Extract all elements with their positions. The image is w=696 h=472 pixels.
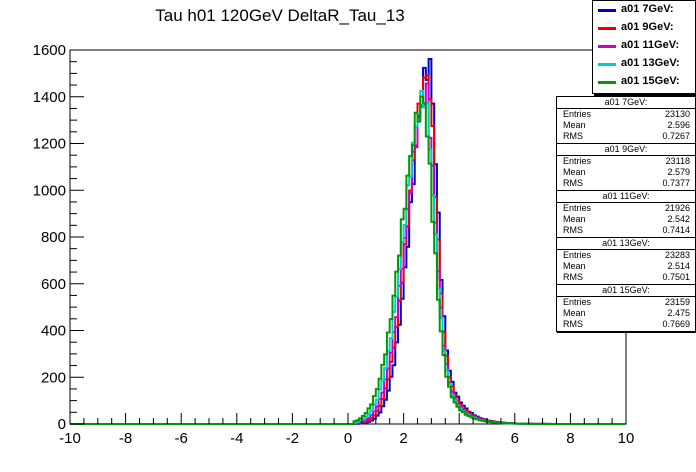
stats-title: a01 9GeV:: [557, 144, 695, 156]
stats-key: RMS: [563, 225, 583, 235]
stats-title: a01 13GeV:: [557, 238, 695, 250]
stats-value: 0.7501: [662, 272, 690, 282]
stats-key: Mean: [563, 167, 586, 177]
series-line-a01-13gev: [70, 89, 626, 425]
legend-entry: a01 13GeV:: [593, 56, 695, 74]
legend-swatch: [598, 27, 616, 30]
plot-frame: [69, 49, 627, 425]
x-tick-label: 4: [455, 430, 463, 447]
legend-label: a01 11GeV:: [621, 39, 680, 51]
x-tick-label: 2: [399, 430, 407, 447]
axis-layer: -10 -8 -6 -4 -2 0 2 4 6 8 10 0 200 400 600 800 1000 1200 1…: [33, 42, 635, 447]
stats-title: a01 15GeV:: [557, 285, 695, 297]
stats-value: 0.7669: [662, 319, 690, 329]
stats-key: Mean: [563, 261, 586, 271]
legend-swatch: [598, 9, 616, 12]
legend-swatch: [598, 81, 616, 84]
stats-key: Mean: [563, 308, 586, 318]
stats-box: a01 7GeV: Entries 23130 Mean 2.596 RMS 0.7267: [556, 96, 696, 144]
stats-value: 0.7377: [662, 178, 690, 188]
legend-swatch: [598, 63, 616, 66]
stats-title: a01 7GeV:: [557, 97, 695, 109]
stats-key: RMS: [563, 272, 583, 282]
stats-box: a01 13GeV: Entries 23283 Mean 2.514 RMS 0.7501: [556, 237, 696, 285]
x-tick-label: -10: [59, 430, 81, 447]
y-tick-label: 800: [41, 229, 66, 246]
stats-box: a01 9GeV: Entries 23118 Mean 2.579 RMS 0.7377: [556, 143, 696, 191]
series-line-a01-7gev: [70, 58, 626, 425]
y-tick-label: 600: [41, 276, 66, 293]
stats-key: Entries: [563, 156, 592, 166]
legend: a01 7GeV: a01 9GeV: a01 11GeV: a01 13GeV: a0…: [592, 0, 696, 94]
stats-value: 0.7414: [662, 225, 690, 235]
x-tick-label: -2: [286, 430, 299, 447]
series-line-a01-15gev: [70, 95, 626, 425]
legend-label: a01 13GeV:: [621, 57, 680, 69]
stats-value: 2.475: [667, 308, 690, 318]
stats-key: Entries: [563, 109, 592, 119]
stats-value: 2.514: [667, 261, 690, 271]
legend-entry: a01 11GeV:: [593, 38, 695, 56]
x-tick-label: -8: [119, 430, 132, 447]
x-tick-label: 8: [566, 430, 574, 447]
legend-entry: a01 15GeV:: [593, 74, 695, 92]
x-tick-label: -6: [175, 430, 188, 447]
x-tick-label: 10: [618, 430, 635, 447]
stats-value: 23130: [664, 109, 690, 119]
legend-label: a01 15GeV:: [621, 75, 680, 87]
stats-value: 2.579: [667, 167, 690, 177]
chart-title: Tau h01 120GeV DeltaR_Tau_13: [155, 6, 405, 25]
stats-value: 2.596: [667, 120, 690, 130]
stats-key: RMS: [563, 319, 583, 329]
y-tick-label: 1400: [33, 89, 66, 106]
x-tick-label: -4: [230, 430, 243, 447]
legend-label: a01 9GeV:: [621, 21, 674, 33]
y-tick-label: 1600: [33, 42, 66, 59]
stats-box: a01 15GeV: Entries 23159 Mean 2.475 RMS 0.7669: [556, 284, 696, 332]
stats-box: a01 11GeV: Entries 21926 Mean 2.542 RMS 0.7414: [556, 190, 696, 238]
legend-entry: a01 9GeV:: [593, 20, 695, 38]
series-layer: [70, 58, 626, 425]
stats-value: 2.542: [667, 214, 690, 224]
x-tick-label: 6: [511, 430, 519, 447]
stats-key: Entries: [563, 203, 592, 213]
x-tick-label: 0: [344, 430, 352, 447]
stats-value: 23159: [664, 297, 690, 307]
legend-label: a01 7GeV:: [621, 3, 674, 15]
stats-key: RMS: [563, 131, 583, 141]
legend-swatch: [598, 45, 616, 48]
y-tick-label: 0: [58, 416, 66, 433]
series-line-a01-11gev: [70, 82, 626, 425]
stats-value: 21926: [664, 203, 690, 213]
stats-title: a01 11GeV:: [557, 191, 695, 203]
y-tick-label: 1000: [33, 182, 66, 199]
stats-value: 0.7267: [662, 131, 690, 141]
stats-key: Entries: [563, 297, 592, 307]
series-line-a01-9gev: [70, 74, 626, 425]
legend-entry: a01 7GeV:: [593, 2, 695, 20]
stats-key: RMS: [563, 178, 583, 188]
stats-key: Mean: [563, 120, 586, 130]
stats-key: Mean: [563, 214, 586, 224]
y-tick-label: 1200: [33, 136, 66, 153]
stats-value: 23118: [665, 156, 690, 166]
stats-value: 23283: [664, 250, 690, 260]
y-tick-label: 400: [41, 323, 66, 340]
y-tick-label: 200: [41, 369, 66, 386]
stats-key: Entries: [563, 250, 592, 260]
